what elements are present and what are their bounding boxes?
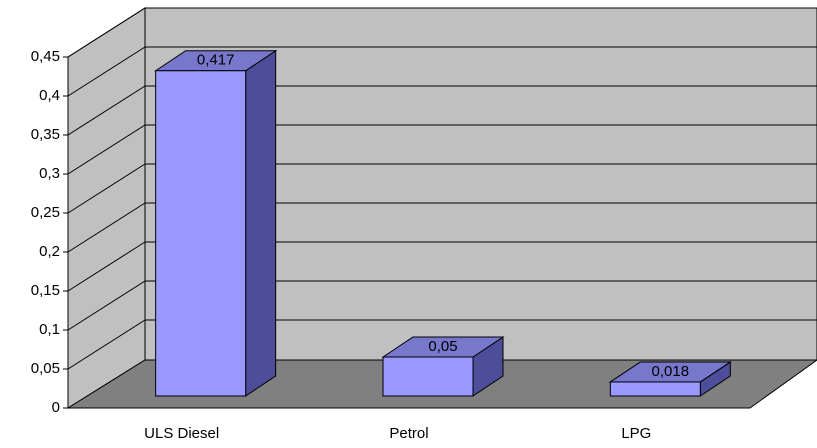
y-tick-label: 0: [52, 399, 60, 416]
side-wall: [67, 7, 146, 409]
x-tick-label: Petrol: [389, 425, 428, 442]
grid-line: [67, 124, 146, 175]
y-tick-label: 0,35: [31, 126, 60, 143]
x-tick-label: ULS Diesel: [144, 425, 219, 442]
y-tick-label: 0,1: [39, 321, 60, 338]
grid-line: [67, 241, 146, 292]
bar: [155, 70, 247, 397]
y-tick-label: 0,45: [31, 48, 60, 65]
grid-line: [67, 202, 146, 253]
x-tick-label: LPG: [621, 425, 651, 442]
y-tick-label: 0,15: [31, 282, 60, 299]
value-label: 0,018: [652, 363, 690, 380]
y-tick-label: 0,3: [39, 165, 60, 182]
bar: [382, 356, 474, 397]
bar: [609, 381, 701, 397]
grid-line: [67, 46, 146, 97]
grid-line: [67, 319, 146, 370]
value-label: 0,417: [197, 52, 235, 69]
grid-line: [67, 163, 146, 214]
grid-line: [67, 7, 146, 58]
y-tick-label: 0,2: [39, 243, 60, 260]
bar-side: [245, 49, 277, 397]
grid-line: [67, 280, 146, 331]
y-tick-label: 0,05: [31, 360, 60, 377]
y-tick-label: 0,4: [39, 87, 60, 104]
grid-line: [67, 85, 146, 136]
bars: [154, 49, 732, 397]
value-label: 0,05: [428, 338, 457, 355]
y-tick-label: 0,25: [31, 204, 60, 221]
